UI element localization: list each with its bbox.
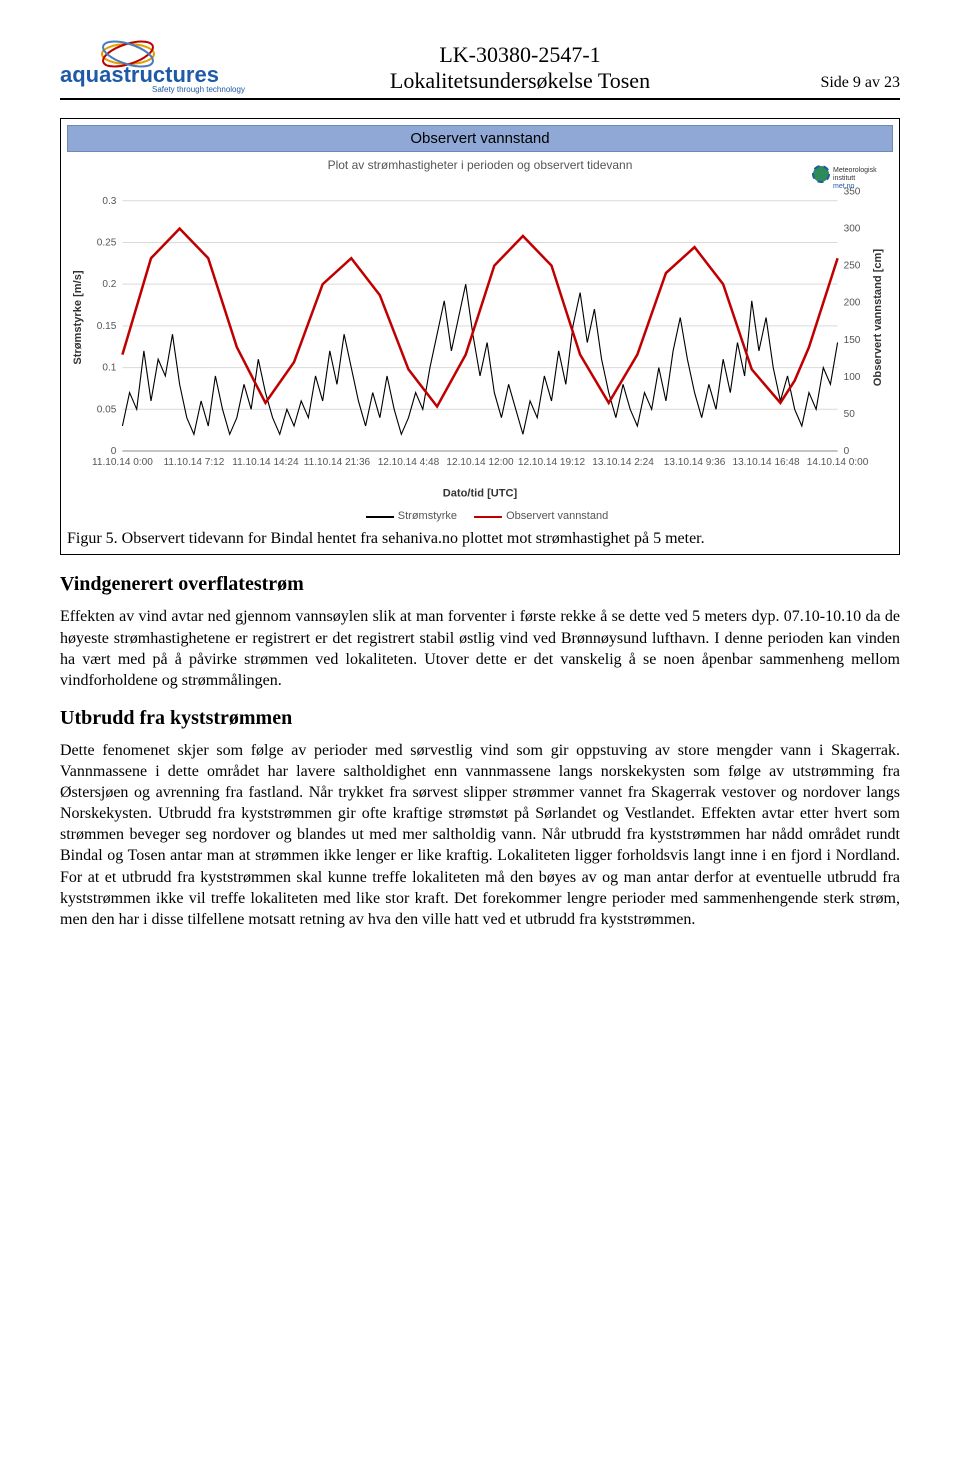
svg-text:11.10.14 21:36: 11.10.14 21:36 [304, 457, 371, 468]
svg-text:met.no: met.no [833, 183, 855, 190]
page-number: Side 9 av 23 [780, 74, 900, 94]
figure-5: Observert vannstand Plot av strømhastigh… [60, 118, 900, 555]
legend-label-strom: Strømstyrke [398, 510, 457, 522]
section-heading-vind: Vindgenerert overflatestrøm [60, 573, 900, 596]
svg-text:13.10.14 9:36: 13.10.14 9:36 [664, 457, 726, 468]
svg-text:13.10.14 16:48: 13.10.14 16:48 [732, 457, 800, 468]
svg-text:12.10.14 19:12: 12.10.14 19:12 [518, 457, 586, 468]
svg-text:200: 200 [844, 298, 861, 309]
svg-text:14.10.14 0:00: 14.10.14 0:00 [807, 457, 869, 468]
figure-caption: Figur 5. Observert tidevann for Bindal h… [67, 530, 893, 548]
svg-text:12.10.14 12:00: 12.10.14 12:00 [446, 457, 514, 468]
svg-text:0.05: 0.05 [97, 404, 117, 415]
svg-text:250: 250 [844, 261, 861, 272]
logo: aquastructures Safety through technology [60, 40, 260, 94]
page-header: aquastructures Safety through technology… [60, 40, 900, 100]
svg-text:0: 0 [111, 446, 117, 457]
svg-text:Meteorologisk: Meteorologisk [833, 167, 877, 174]
svg-text:50: 50 [844, 409, 856, 420]
svg-text:0.25: 0.25 [97, 237, 117, 248]
section-body-utbrudd: Dette fenomenet skjer som følge av perio… [60, 740, 900, 930]
legend-label-vannstand: Observert vannstand [506, 510, 608, 522]
svg-text:Strømstyrke [m/s]: Strømstyrke [m/s] [72, 270, 84, 365]
chart-legend: Strømstyrke Observert vannstand [67, 510, 893, 522]
svg-text:12.10.14 4:48: 12.10.14 4:48 [378, 457, 440, 468]
svg-text:300: 300 [844, 224, 861, 235]
svg-text:0.3: 0.3 [102, 196, 116, 207]
chart-subtitle: Plot av strømhastigheter i perioden og o… [67, 158, 893, 172]
logo-tagline: Safety through technology [152, 85, 245, 94]
svg-text:150: 150 [844, 335, 861, 346]
chart-title-bar: Observert vannstand [67, 125, 893, 152]
doc-title: Lokalitetsundersøkelse Tosen [260, 68, 780, 94]
svg-text:13.10.14 2:24: 13.10.14 2:24 [592, 457, 654, 468]
svg-text:Observert vannstand [cm]: Observert vannstand [cm] [872, 249, 884, 387]
svg-text:100: 100 [844, 372, 861, 383]
doc-id: LK-30380-2547-1 [260, 42, 780, 68]
svg-text:11.10.14 14:24: 11.10.14 14:24 [232, 457, 299, 468]
svg-text:11.10.14 0:00: 11.10.14 0:00 [92, 457, 153, 468]
svg-text:Dato/tid [UTC]: Dato/tid [UTC] [443, 487, 518, 499]
section-heading-utbrudd: Utbrudd fra kyststrømmen [60, 707, 900, 730]
met-logo: Meteorologisk institutt met.no [811, 164, 881, 192]
doc-title-block: LK-30380-2547-1 Lokalitetsundersøkelse T… [260, 42, 780, 94]
svg-text:0.15: 0.15 [97, 321, 117, 332]
svg-text:institutt: institutt [833, 175, 855, 182]
svg-text:0: 0 [844, 446, 850, 457]
svg-text:0.2: 0.2 [102, 279, 116, 290]
chart-canvas: 0 0.05 0.1 0.15 0.2 0.25 0.3 0 50 100 150 200 250 300… [67, 174, 893, 506]
section-body-vind: Effekten av vind avtar ned gjennom vanns… [60, 606, 900, 690]
svg-text:0.1: 0.1 [102, 363, 116, 374]
logo-text: aquastructures [60, 62, 219, 87]
svg-text:11.10.14 7:12: 11.10.14 7:12 [164, 457, 225, 468]
